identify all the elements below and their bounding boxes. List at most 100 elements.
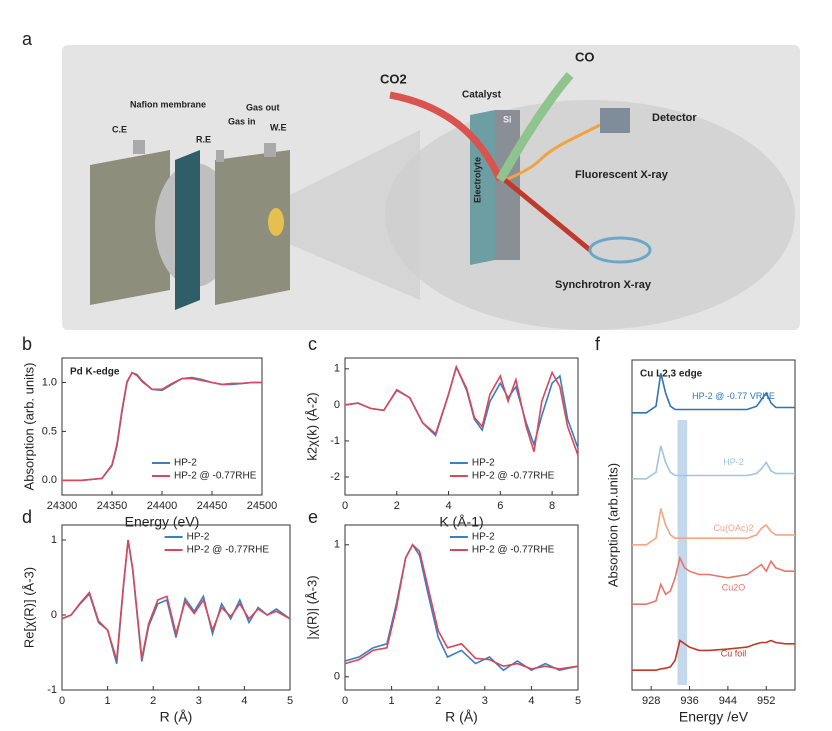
y-tick-label: -1 bbox=[47, 684, 57, 696]
series-line bbox=[632, 639, 795, 671]
diagram-label: Gas in bbox=[228, 116, 256, 126]
x-tick-label: 24400 bbox=[147, 500, 178, 512]
y-tick-label: 0.5 bbox=[42, 425, 57, 437]
y-axis-label: Re[χ(R)] (Å-3) bbox=[21, 567, 36, 648]
plot-frame bbox=[344, 357, 579, 496]
diagram-label: Gas out bbox=[246, 102, 280, 112]
annotation: Pd K-edge bbox=[70, 367, 120, 378]
x-tick-label: 1 bbox=[105, 695, 111, 707]
diagram-label: C.E bbox=[112, 124, 127, 134]
y-axis-label: Absorption (arb.units) bbox=[605, 463, 620, 587]
series-label: Cu foil bbox=[721, 649, 747, 659]
y-tick-label: 1 bbox=[51, 534, 57, 546]
series-line bbox=[61, 539, 291, 665]
cell-left bbox=[90, 150, 170, 305]
plot-frame bbox=[344, 524, 579, 691]
x-axis-label: Energy (eV) bbox=[125, 514, 200, 530]
diagram-label: Catalyst bbox=[462, 90, 502, 101]
legend-label: HP-2 @ -0.77RHE bbox=[174, 471, 257, 482]
zoom-circle bbox=[385, 100, 795, 330]
x-tick-label: 2 bbox=[150, 695, 156, 707]
x-tick-label: 24350 bbox=[97, 500, 128, 512]
co-arrow bbox=[496, 72, 574, 183]
x-tick-label: 24450 bbox=[197, 500, 228, 512]
plot-frame bbox=[61, 524, 291, 691]
x-tick-label: 24500 bbox=[247, 500, 278, 512]
fluorescent-wave bbox=[504, 123, 601, 182]
legend-label: HP-2 @ -0.77RHE bbox=[472, 471, 555, 482]
panel-label: b bbox=[22, 334, 32, 354]
x-tick-label: 5 bbox=[575, 695, 581, 707]
x-tick-label: 928 bbox=[642, 695, 660, 707]
y-tick-label: 1.0 bbox=[42, 376, 57, 388]
x-tick-label: 4 bbox=[445, 500, 451, 512]
y-tick-label: 1 bbox=[334, 539, 340, 551]
cell-right bbox=[215, 150, 290, 305]
series-line bbox=[344, 543, 579, 672]
x-axis-label: R (Å) bbox=[445, 709, 478, 725]
xray-beam bbox=[503, 178, 592, 252]
legend-label: HP-2 @ -0.77RHE bbox=[187, 545, 270, 556]
series-line bbox=[62, 371, 262, 482]
legend-label: HP-2 bbox=[174, 458, 197, 469]
x-tick-label: 2 bbox=[435, 695, 441, 707]
zoom-beam bbox=[280, 130, 420, 300]
detector bbox=[600, 108, 630, 133]
diagram-label: R.E bbox=[196, 134, 211, 144]
y-tick-label: 0.0 bbox=[42, 474, 57, 486]
diagram-label: CO2 bbox=[380, 71, 407, 86]
series-line bbox=[632, 445, 795, 480]
x-tick-label: 24300 bbox=[47, 500, 78, 512]
series-label: HP-2 bbox=[723, 457, 744, 467]
panel-label: f bbox=[595, 334, 601, 354]
window bbox=[268, 208, 284, 236]
x-tick-label: 5 bbox=[287, 695, 293, 707]
y-axis-label: k2χ(k) (Å-2) bbox=[304, 392, 319, 460]
y-tick-label: -2 bbox=[330, 471, 340, 483]
catalyst-layer bbox=[470, 110, 495, 265]
legend-label: HP-2 bbox=[187, 532, 210, 543]
electrode bbox=[264, 143, 276, 157]
co2-arrow bbox=[389, 91, 504, 182]
series-line bbox=[61, 539, 291, 661]
y-tick-label: -1 bbox=[330, 435, 340, 447]
panel-label: e bbox=[308, 507, 318, 527]
x-tick-label: 8 bbox=[549, 500, 555, 512]
diagram-label: Electrolyte bbox=[472, 157, 482, 203]
y-tick-label: 1 bbox=[334, 363, 340, 375]
x-axis-label: Energy /eV bbox=[679, 709, 749, 725]
plot-frame bbox=[631, 359, 796, 691]
diagram-label: CO bbox=[575, 49, 595, 64]
diagram-label: Fluorescent X-ray bbox=[575, 169, 669, 181]
electrode bbox=[133, 140, 145, 154]
membrane bbox=[175, 150, 200, 310]
x-tick-label: 6 bbox=[497, 500, 503, 512]
diagram-label: W.E bbox=[270, 122, 287, 132]
x-tick-label: 2 bbox=[394, 500, 400, 512]
y-axis-label: |χ(R)| (Å-3) bbox=[304, 575, 319, 639]
series-line bbox=[632, 373, 795, 414]
x-tick-label: 0 bbox=[342, 500, 348, 512]
legend-label: HP-2 @ -0.77RHE bbox=[472, 545, 555, 556]
diagram-label: Detector bbox=[652, 112, 697, 124]
x-tick-label: 1 bbox=[389, 695, 395, 707]
x-tick-label: 952 bbox=[757, 695, 775, 707]
legend-label: HP-2 bbox=[472, 532, 495, 543]
y-tick-label: 0 bbox=[51, 609, 57, 621]
series-line bbox=[632, 555, 795, 605]
electrode bbox=[216, 150, 224, 162]
series-line bbox=[344, 543, 579, 670]
series-label: Cu(OAc)2 bbox=[713, 523, 753, 533]
series-line bbox=[632, 508, 795, 546]
x-tick-label: 0 bbox=[342, 695, 348, 707]
x-tick-label: 3 bbox=[482, 695, 488, 707]
diagram-label: Si bbox=[503, 114, 512, 124]
diagram-label: Synchrotron X-ray bbox=[555, 279, 652, 291]
x-tick-label: 4 bbox=[528, 695, 534, 707]
panel-label: c bbox=[308, 334, 317, 354]
series-label: HP-2 @ -0.77 VRHE bbox=[692, 391, 775, 401]
x-tick-label: 4 bbox=[241, 695, 247, 707]
series-label: Cu2O bbox=[722, 583, 746, 593]
x-tick-label: 3 bbox=[196, 695, 202, 707]
